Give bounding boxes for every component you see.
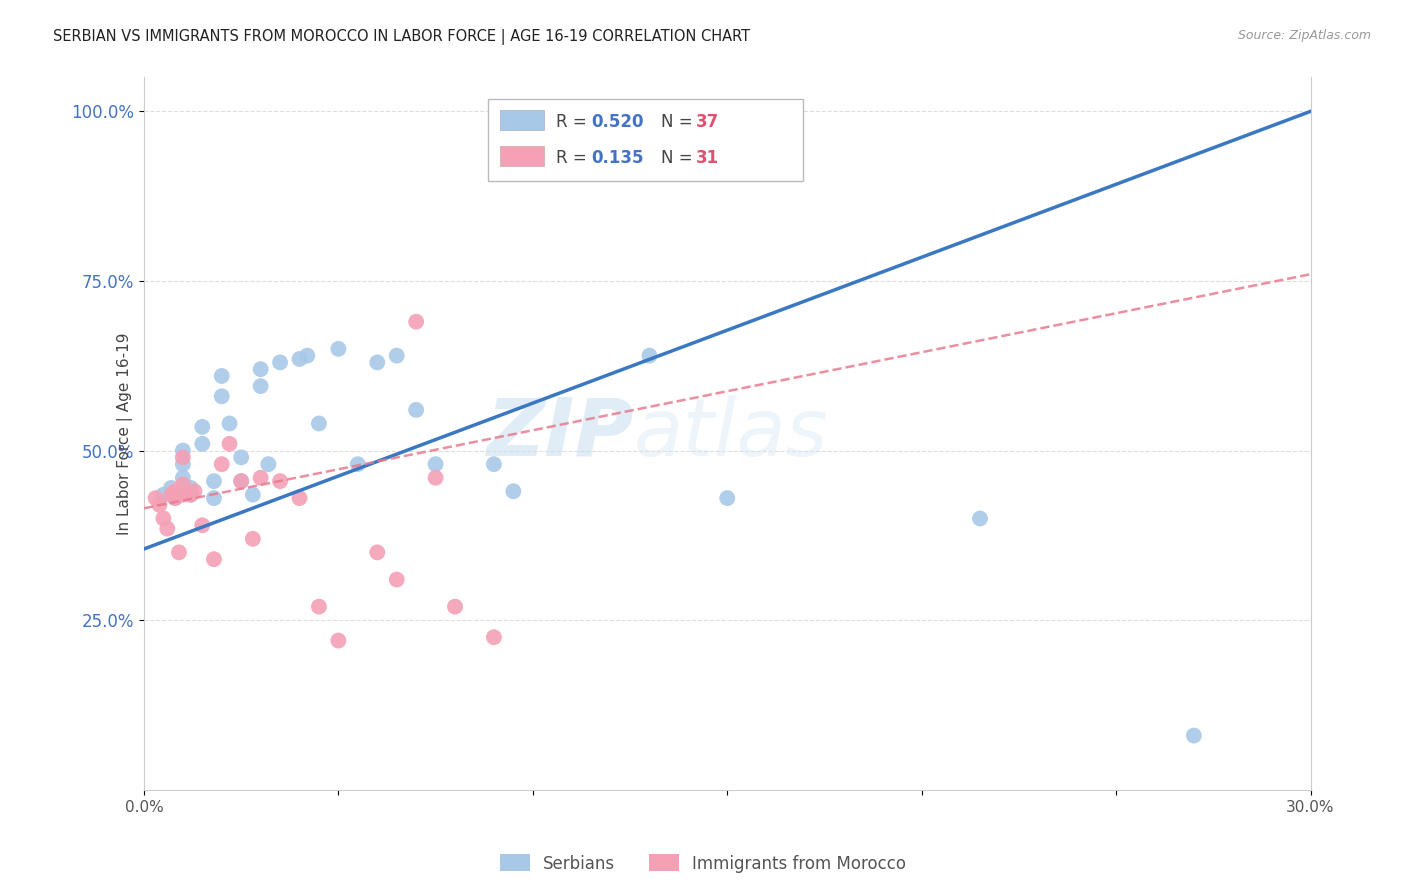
Point [405,403,427,417]
Point [482,630,505,644]
Point [211,457,233,471]
Point [425,471,447,485]
Point [308,417,330,431]
Point [231,474,253,488]
Point [482,457,505,471]
Point [366,355,388,369]
Point [269,474,291,488]
Point [249,471,271,485]
FancyBboxPatch shape [499,111,544,130]
Point [257,457,280,471]
Point [211,368,233,383]
Point [231,474,253,488]
Point [347,457,370,471]
Point [152,488,174,502]
Point [172,471,194,485]
Point [202,474,225,488]
Text: R =: R = [555,112,592,131]
Point [231,450,253,465]
Point [425,457,447,471]
Point [152,511,174,525]
Point [165,491,187,505]
Point [202,491,225,505]
Point [288,351,311,366]
Point [167,545,190,559]
Point [242,488,264,502]
Point [638,349,661,363]
Point [269,355,291,369]
Point [180,488,202,502]
FancyBboxPatch shape [488,99,803,181]
Legend: Serbians, Immigrants from Morocco: Serbians, Immigrants from Morocco [494,847,912,880]
Point [156,522,179,536]
Text: ZIP: ZIP [486,394,634,473]
Text: Source: ZipAtlas.com: Source: ZipAtlas.com [1237,29,1371,42]
Point [202,552,225,566]
Text: SERBIAN VS IMMIGRANTS FROM MOROCCO IN LABOR FORCE | AGE 16-19 CORRELATION CHART: SERBIAN VS IMMIGRANTS FROM MOROCCO IN LA… [53,29,751,45]
Point [366,545,388,559]
Point [218,437,240,451]
Text: N =: N = [661,112,697,131]
Text: 0.135: 0.135 [591,149,644,167]
Point [328,633,350,648]
Text: 37: 37 [696,112,718,131]
Point [145,491,167,505]
Point [969,511,991,525]
Point [211,389,233,403]
Text: atlas: atlas [634,394,828,473]
Point [385,573,408,587]
Point [242,532,264,546]
Point [716,491,738,505]
Point [172,443,194,458]
Y-axis label: In Labor Force | Age 16-19: In Labor Force | Age 16-19 [117,333,132,535]
FancyBboxPatch shape [499,146,544,166]
Point [180,481,202,495]
Point [502,484,524,499]
Point [165,484,187,499]
Text: N =: N = [661,149,697,167]
Text: R =: R = [555,149,592,167]
Point [522,152,544,166]
Point [218,417,240,431]
Point [249,379,271,393]
Point [165,491,187,505]
Point [308,599,330,614]
Point [297,349,319,363]
Point [172,488,194,502]
Point [249,362,271,376]
Point [1182,729,1205,743]
Point [183,484,205,499]
Point [172,457,194,471]
Point [288,491,311,505]
Point [172,450,194,465]
Point [405,315,427,329]
Point [191,437,214,451]
Point [160,488,183,502]
Point [444,599,467,614]
Point [180,488,202,502]
Point [191,420,214,434]
Point [172,477,194,491]
Text: 0.520: 0.520 [591,112,644,131]
Point [160,481,183,495]
Point [385,349,408,363]
Point [191,518,214,533]
Text: 31: 31 [696,149,718,167]
Point [148,498,170,512]
Point [328,342,350,356]
